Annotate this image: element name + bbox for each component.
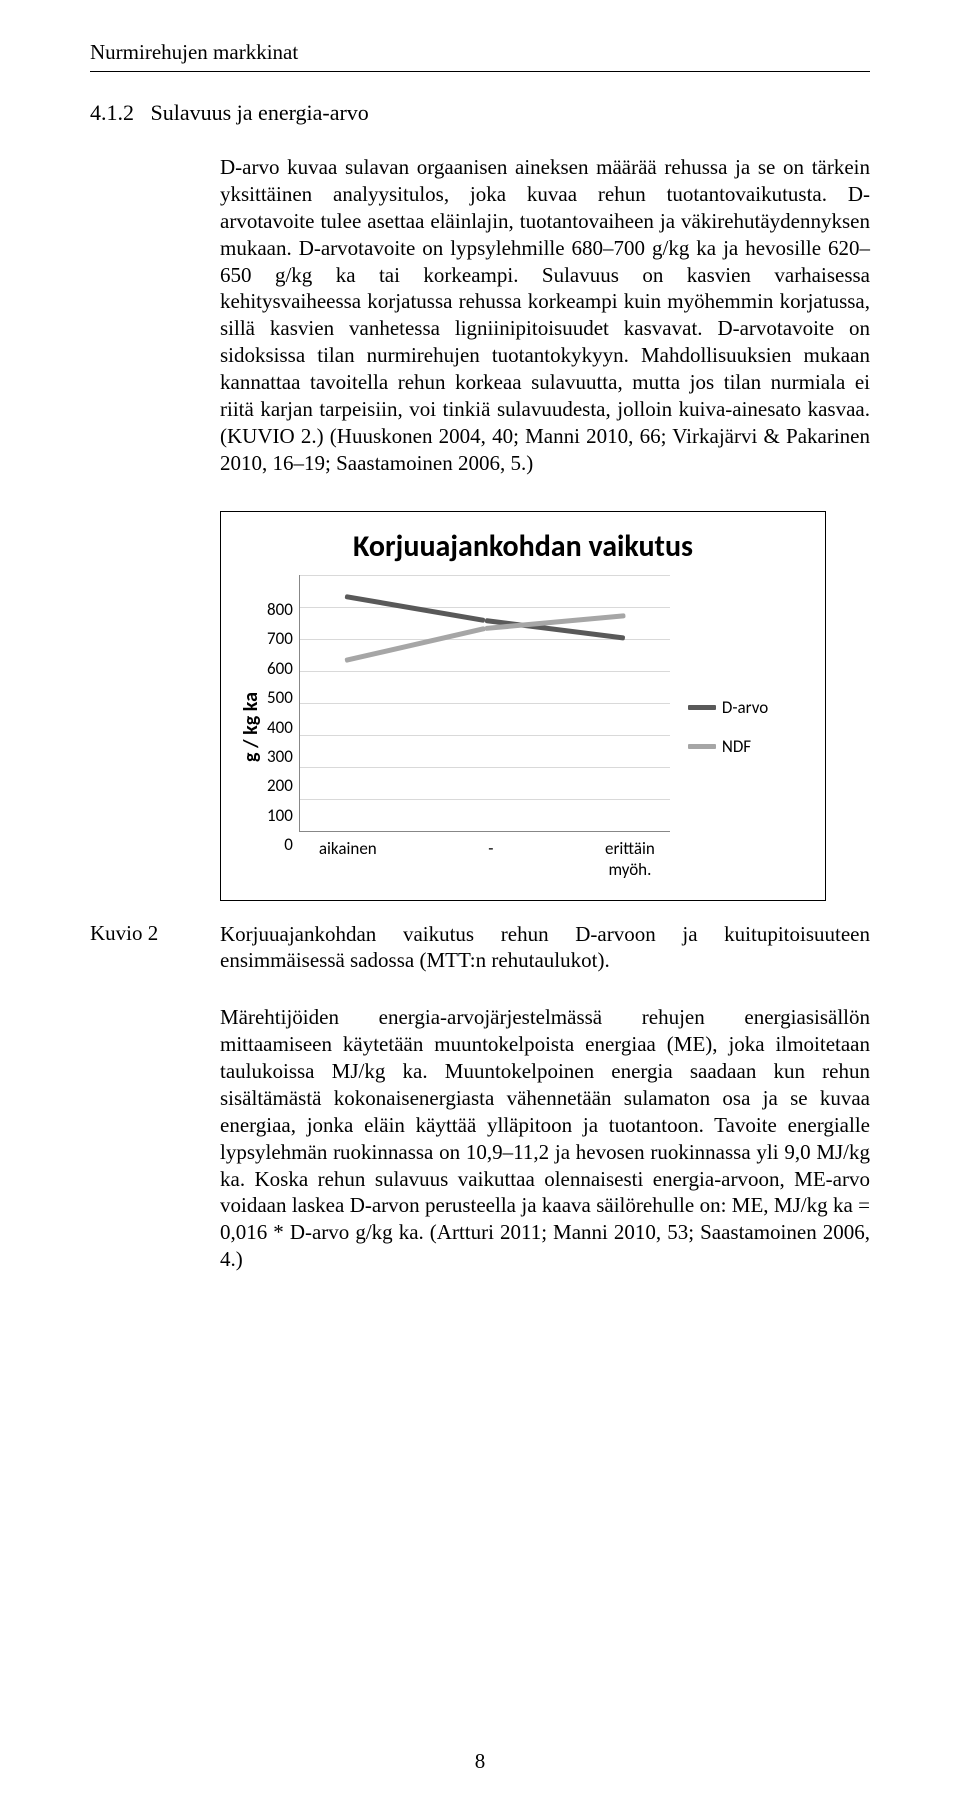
chart-gridline	[300, 607, 670, 608]
chart-ytick: 800	[267, 599, 293, 620]
chart-gridline	[300, 735, 670, 736]
chart-legend-swatch	[688, 705, 716, 710]
chart-ylabel: g / kg ka	[235, 692, 267, 762]
chart-ytick: 0	[267, 834, 293, 855]
running-head: Nurmirehujen markkinat	[90, 40, 870, 65]
figure-caption-label: Kuvio 2	[90, 921, 180, 975]
chart-legend-item: D-arvo	[688, 697, 768, 718]
section-heading: 4.1.2 Sulavuus ja energia-arvo	[90, 100, 870, 126]
chart-series-segment	[344, 594, 485, 623]
chart-ytick: 300	[267, 746, 293, 767]
chart-legend: D-arvo NDF	[688, 697, 768, 757]
chart-legend-item: NDF	[688, 736, 768, 757]
chart-ytick: 400	[267, 717, 293, 738]
section-number: 4.1.2	[90, 100, 134, 125]
header-rule	[90, 71, 870, 72]
body-paragraph-2: Märehtijöiden energia-arvojärjestelmässä…	[220, 1004, 870, 1273]
chart-gridline	[300, 767, 670, 768]
chart-series-segment	[344, 626, 485, 663]
chart-xtick: aikainen	[319, 838, 377, 880]
page-number: 8	[0, 1749, 960, 1774]
chart-plot-area	[299, 575, 670, 832]
chart-ytick: 100	[267, 805, 293, 826]
chart-container: Korjuuajankohdan vaikutus g / kg ka 800 7…	[220, 511, 826, 901]
section-title: Sulavuus ja energia-arvo	[151, 100, 369, 125]
chart-ytick: 600	[267, 658, 293, 679]
chart-title: Korjuuajankohdan vaikutus	[235, 528, 811, 565]
chart-yticks: 800 700 600 500 400 300 200 100 0	[267, 599, 299, 855]
chart-xticks: aikainen - erittäinmyöh.	[299, 832, 669, 880]
chart-ytick: 700	[267, 628, 293, 649]
chart-legend-label: D-arvo	[722, 697, 768, 718]
body-paragraph-1: D-arvo kuvaa sulavan orgaanisen aineksen…	[220, 154, 870, 477]
chart-xtick: erittäinmyöh.	[605, 838, 655, 880]
chart-ytick: 500	[267, 687, 293, 708]
figure-caption-text: Korjuuajankohdan vaikutus rehun D-arvoon…	[220, 921, 870, 975]
chart-legend-swatch	[688, 744, 716, 749]
chart-gridline	[300, 703, 670, 704]
chart-gridline	[300, 799, 670, 800]
chart-legend-label: NDF	[722, 736, 751, 757]
chart-gridline	[300, 671, 670, 672]
chart-xtick: -	[488, 838, 493, 880]
chart-ytick: 200	[267, 775, 293, 796]
chart-gridline	[300, 575, 670, 576]
